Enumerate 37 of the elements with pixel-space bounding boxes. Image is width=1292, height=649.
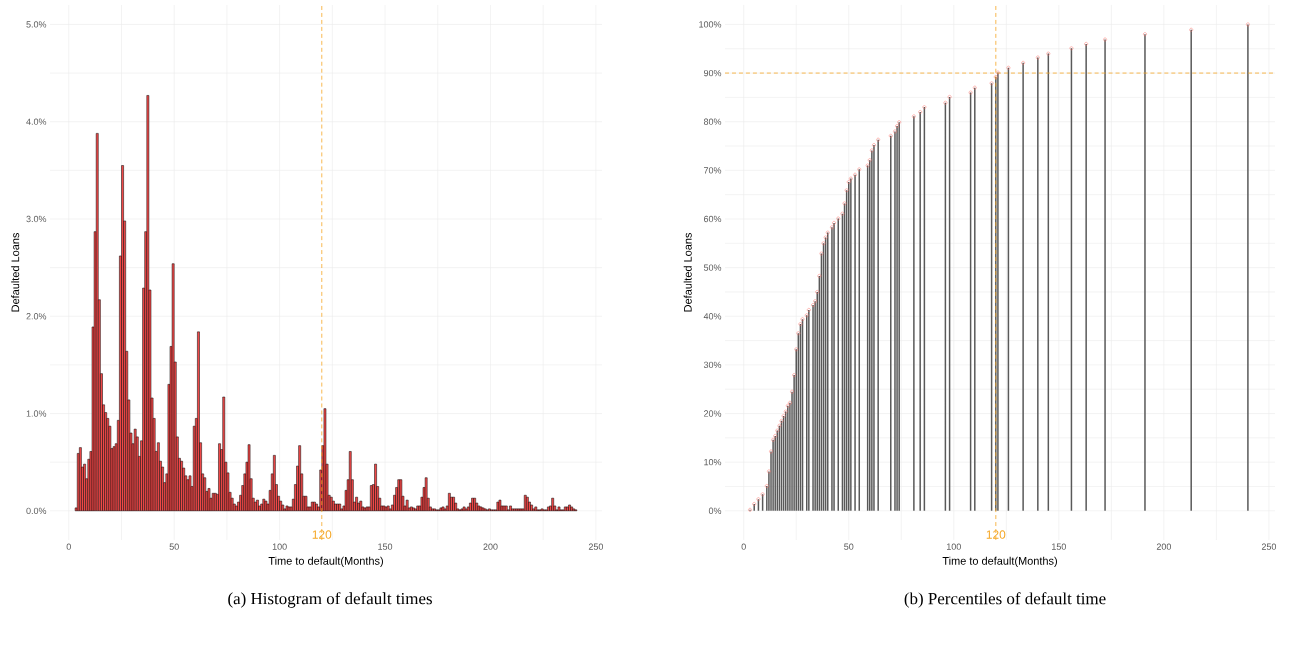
- y-tick-label: 50%: [703, 264, 722, 271]
- y-tick-label: 2.0%: [26, 313, 47, 320]
- x-tick-label: 50: [844, 543, 854, 550]
- y-tick-label: 4.0%: [26, 118, 47, 125]
- y-tick-label: 1.0%: [26, 410, 47, 417]
- x-tick-label: 200: [483, 543, 498, 550]
- y-tick-label: 60%: [704, 215, 722, 223]
- x-tick-label: 250: [1261, 543, 1277, 550]
- y-tick-label: 80%: [703, 118, 722, 125]
- text: (a) Histogram of default times: [228, 592, 432, 608]
- ref-line-label: 120: [986, 530, 1006, 539]
- x-tick-label: 0: [741, 543, 746, 550]
- x-tick-label: 150: [378, 543, 393, 550]
- y-tick-label: 10%: [704, 458, 722, 466]
- x-axis-title: Time to default(Months): [268, 556, 383, 567]
- y-tick-label: 5.0%: [26, 21, 47, 28]
- y-tick-label: 90%: [703, 69, 722, 77]
- text: (b) Percentiles of default time: [904, 592, 1106, 608]
- x-tick-label: 100: [947, 543, 961, 550]
- y-tick-label: 20%: [704, 410, 722, 417]
- y-tick-label: 70%: [704, 167, 722, 174]
- x-tick-label: 200: [1156, 543, 1172, 550]
- y-tick-label: 0%: [708, 507, 722, 514]
- y-tick-label: 30%: [703, 361, 722, 369]
- y-tick-label: 0.0%: [26, 507, 47, 514]
- ref-line-label: 120: [312, 530, 332, 539]
- x-tick-label: 0: [66, 543, 71, 550]
- y-tick-label: 100%: [699, 21, 722, 28]
- y-tick-label: 3.0%: [26, 215, 47, 223]
- y-tick-label: 40%: [703, 313, 722, 320]
- y-axis-title: Defaulted Loans: [683, 233, 692, 312]
- x-tick-label: 250: [588, 543, 604, 550]
- x-tick-label: 150: [1052, 543, 1066, 550]
- x-tick-label: 50: [169, 543, 179, 550]
- x-tick-label: 100: [272, 543, 287, 550]
- x-axis-title: Time to default(Months): [942, 556, 1057, 567]
- y-axis-title: Defaulted Loans: [11, 233, 20, 312]
